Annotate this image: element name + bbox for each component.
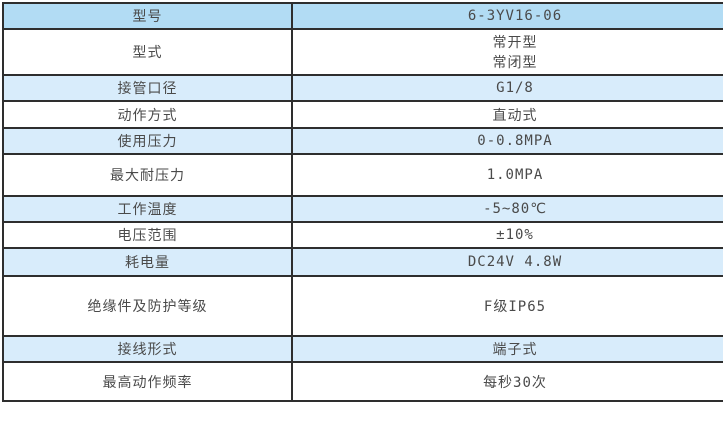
spec-label: 接管口径	[2, 74, 293, 102]
spec-label: 绝缘件及防护等级	[2, 275, 293, 337]
table-row: 型式 常开型 常闭型	[2, 28, 723, 76]
spec-value: DC24V 4.8W	[291, 247, 723, 277]
spec-label: 最高动作频率	[2, 361, 293, 402]
spec-label: 接线形式	[2, 335, 293, 363]
spec-label: 型式	[2, 28, 293, 76]
spec-label: 动作方式	[2, 100, 293, 129]
spec-value: F级IP65	[291, 275, 723, 337]
table-row: 型号 6-3YV16-06	[2, 2, 723, 30]
spec-value: 每秒30次	[291, 361, 723, 402]
spec-table-body: 型号 6-3YV16-06 型式 常开型 常闭型 接管口径 G1/8 动作方式 …	[2, 2, 723, 402]
spec-label: 型号	[2, 2, 293, 30]
spec-label: 电压范围	[2, 221, 293, 249]
table-row: 接管口径 G1/8	[2, 74, 723, 102]
spec-value: -5~80℃	[291, 195, 723, 223]
spec-value: 1.0MPA	[291, 153, 723, 197]
spec-label: 工作温度	[2, 195, 293, 223]
spec-value: 常开型 常闭型	[291, 28, 723, 76]
spec-value: G1/8	[291, 74, 723, 102]
spec-label: 使用压力	[2, 127, 293, 155]
table-row: 绝缘件及防护等级 F级IP65	[2, 275, 723, 337]
spec-value: 6-3YV16-06	[291, 2, 723, 30]
spec-value: 0-0.8MPA	[291, 127, 723, 155]
spec-label: 最大耐压力	[2, 153, 293, 197]
spec-value: 直动式	[291, 100, 723, 129]
spec-value: 端子式	[291, 335, 723, 363]
table-row: 最大耐压力 1.0MPA	[2, 153, 723, 197]
spec-table: 型号 6-3YV16-06 型式 常开型 常闭型 接管口径 G1/8 动作方式 …	[2, 2, 723, 402]
table-row: 最高动作频率 每秒30次	[2, 361, 723, 402]
table-row: 使用压力 0-0.8MPA	[2, 127, 723, 155]
table-row: 耗电量 DC24V 4.8W	[2, 247, 723, 277]
table-row: 工作温度 -5~80℃	[2, 195, 723, 223]
spec-value: ±10%	[291, 221, 723, 249]
table-row: 电压范围 ±10%	[2, 221, 723, 249]
table-row: 接线形式 端子式	[2, 335, 723, 363]
spec-label: 耗电量	[2, 247, 293, 277]
table-row: 动作方式 直动式	[2, 100, 723, 129]
